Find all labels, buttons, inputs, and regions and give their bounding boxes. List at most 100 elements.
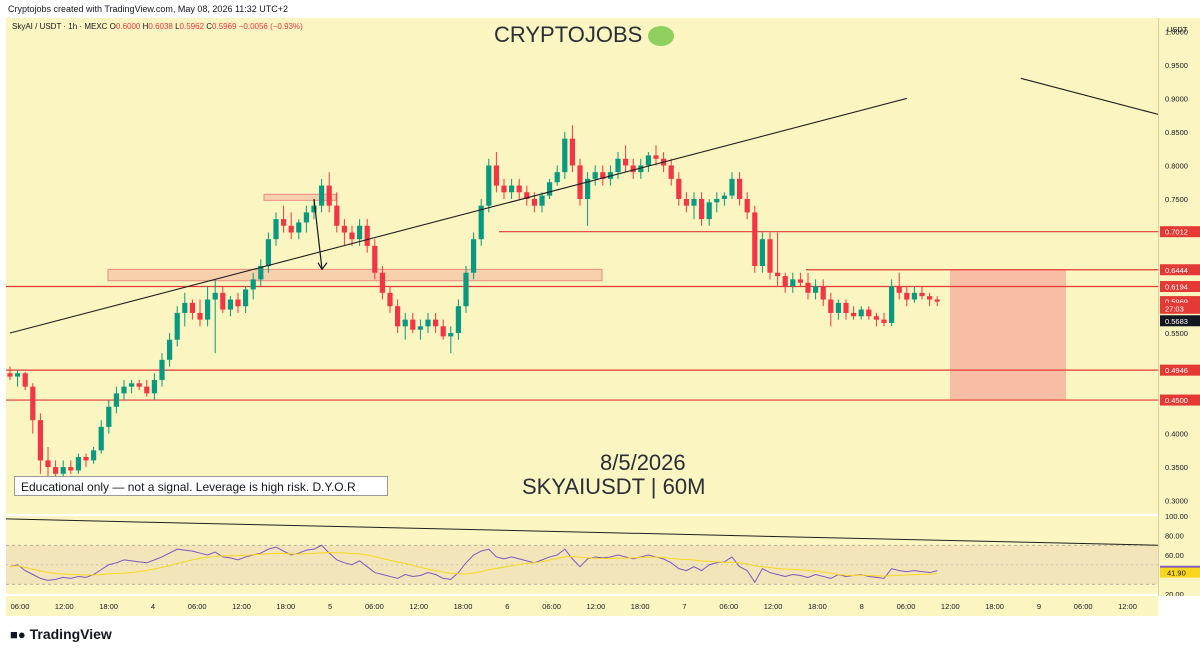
- candle-body: [281, 219, 287, 226]
- price-tick: 0.7500: [1165, 195, 1188, 204]
- time-label: 12:00: [409, 602, 428, 611]
- resistance-zone: [263, 193, 337, 201]
- rsi-tick: 60.00: [1165, 551, 1184, 560]
- price-tick: 0.3000: [1165, 497, 1188, 506]
- time-axis-svg: 06:00 12:00 18:00 4 06:00 12:00 18:00 5 06:00 12:…: [11, 602, 1137, 611]
- rsi-marker: 41.90: [1167, 569, 1186, 578]
- candle-body: [37, 420, 43, 461]
- target-zone: [950, 269, 1066, 401]
- frog-icon: [648, 26, 675, 47]
- candle-body: [585, 178, 591, 199]
- candle-body: [820, 286, 826, 300]
- price-tick: 0.5500: [1165, 329, 1188, 338]
- candle-body: [691, 198, 697, 206]
- candle-body: [668, 165, 674, 179]
- rsi-marker-bg: [1160, 567, 1200, 578]
- candle-body: [516, 185, 522, 193]
- candle-body: [714, 198, 720, 203]
- candle-body: [402, 319, 408, 327]
- low-label: L: [175, 22, 180, 31]
- price-axis[interactable]: USDT 1.0000 0.9500 0.9000 0.8500 0.8000 0.7500…: [1158, 18, 1200, 596]
- rsi-pane[interactable]: [6, 516, 1158, 594]
- candle-body: [547, 182, 553, 196]
- price-marker: 0.6194: [1165, 283, 1188, 292]
- candle-body: [455, 306, 461, 334]
- candle-body: [866, 309, 872, 317]
- time-axis[interactable]: 06:00 12:00 18:00 4 06:00 12:00 18:00 5 06:00 12:…: [6, 596, 1158, 616]
- time-label: 5: [328, 602, 332, 611]
- price-tick: 0.8500: [1165, 128, 1188, 137]
- candle-body: [752, 212, 758, 266]
- price-marker-bg: [1160, 281, 1200, 293]
- candle-body: [440, 326, 446, 337]
- chart-credit: Cryptojobs created with TradingView.com,…: [0, 0, 1200, 18]
- change-value: −0.0056 (−0.93%): [238, 22, 303, 31]
- candle-body: [106, 406, 112, 427]
- rsi-trendline: [6, 518, 1158, 546]
- candle-body: [767, 239, 773, 273]
- candle-body: [448, 333, 454, 337]
- candle-body: [425, 319, 431, 327]
- candle-body: [410, 319, 416, 330]
- candle-body: [501, 185, 507, 193]
- candle-body: [782, 276, 788, 287]
- price-marker: 0.4946: [1165, 366, 1188, 375]
- candle-body: [220, 292, 226, 310]
- candle-body: [91, 450, 97, 461]
- time-label: 06:00: [897, 602, 916, 611]
- close-label: C: [206, 22, 213, 31]
- price-marker: 0.6444: [1165, 266, 1188, 275]
- candle-body: [851, 312, 857, 317]
- price-chart[interactable]: [6, 18, 1158, 514]
- candle-body: [721, 195, 727, 199]
- candle-body: [562, 138, 568, 173]
- time-label: 9: [1037, 602, 1041, 611]
- price-tick: 0.9000: [1165, 94, 1188, 103]
- candle-body: [349, 232, 355, 240]
- ascending-trendline: [9, 97, 907, 334]
- price-marker-bg: [1160, 302, 1200, 314]
- high-label: H: [142, 22, 149, 31]
- candle-body: [334, 205, 340, 226]
- candle-body: [129, 383, 135, 387]
- candle-body: [919, 292, 925, 297]
- rsi-tick: 80.00: [1165, 532, 1184, 541]
- candle-body: [53, 467, 59, 474]
- candle-body: [524, 192, 530, 199]
- rsi-tick: 20.00: [1165, 590, 1184, 596]
- candle-body: [151, 379, 157, 394]
- candle-body: [357, 225, 363, 240]
- candle-body: [144, 386, 150, 394]
- price-chart-svg[interactable]: [6, 18, 1158, 514]
- candle-body: [250, 279, 256, 290]
- candle-body: [7, 373, 13, 377]
- tradingview-logo-icon: ■●: [10, 627, 26, 642]
- candle-body: [927, 296, 933, 300]
- candle-body: [729, 178, 735, 196]
- time-label: 18:00: [631, 602, 650, 611]
- time-label: 06:00: [365, 602, 384, 611]
- price-marker-bg: [1160, 226, 1200, 238]
- candle-body: [417, 326, 423, 330]
- price-marker: 27:03: [1165, 304, 1184, 313]
- disclaimer-box: Educational only — not a signal. Leverag…: [14, 476, 388, 496]
- time-label: 4: [151, 602, 155, 611]
- candle-body: [197, 312, 203, 320]
- time-label: 12:00: [1118, 602, 1137, 611]
- price-marker-bg: [1160, 364, 1200, 376]
- rsi-line: [9, 544, 938, 584]
- time-label: 6: [505, 602, 509, 611]
- candle-body: [273, 219, 279, 240]
- tradingview-logo[interactable]: ■● TradingView: [10, 626, 112, 642]
- candle-body: [182, 302, 188, 313]
- candle-body: [83, 457, 89, 461]
- time-label: 06:00: [11, 602, 30, 611]
- rsi-tick: 100.00: [1165, 512, 1188, 521]
- price-marker-bg: [1160, 296, 1200, 308]
- candle-body: [843, 302, 849, 313]
- rsi-chart-svg[interactable]: [6, 516, 1158, 594]
- candle-body: [683, 198, 689, 206]
- candle-body: [167, 339, 173, 360]
- time-label: 12:00: [232, 602, 251, 611]
- candle-body: [463, 272, 469, 307]
